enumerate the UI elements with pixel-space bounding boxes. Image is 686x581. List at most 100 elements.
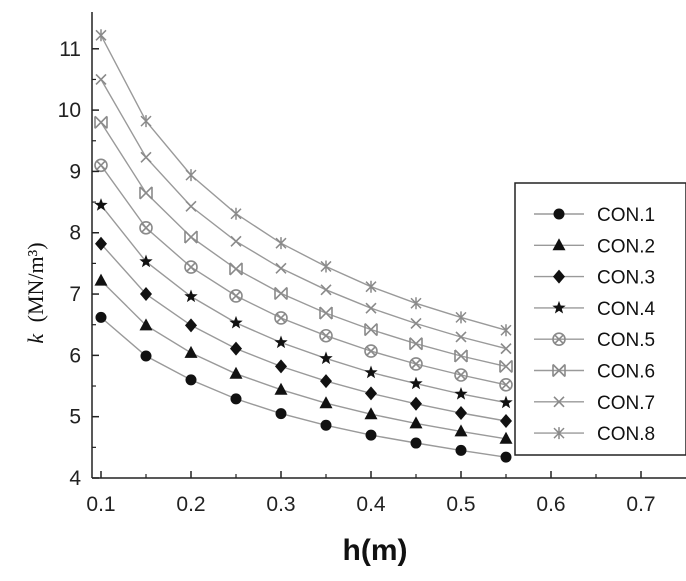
legend-entry: CON.8	[534, 424, 655, 445]
data-point	[229, 315, 243, 329]
series-con-5	[94, 158, 513, 392]
data-point	[139, 221, 153, 235]
legend-marker	[552, 332, 566, 347]
data-point	[95, 236, 107, 251]
x-tick-label: 0.5	[446, 493, 475, 516]
data-point	[275, 408, 287, 420]
legend-marker	[553, 396, 565, 408]
data-point	[94, 115, 108, 129]
data-point	[499, 395, 513, 409]
series-con-1	[95, 311, 512, 463]
data-point	[94, 273, 108, 286]
data-point	[320, 374, 332, 389]
data-point	[275, 359, 287, 374]
axes: 0.1 0.2 0.3 0.4 0.5 0.6 0.7 4 5 6 7 8 9 10 11	[58, 12, 686, 516]
series-line	[100, 79, 507, 350]
series-line	[100, 316, 507, 458]
data-point	[140, 115, 152, 128]
data-point	[230, 235, 242, 247]
legend-label: CON.1	[597, 205, 655, 226]
data-point	[230, 341, 242, 356]
data-point	[365, 302, 377, 314]
y-tick-label: 4	[69, 467, 81, 490]
legend: CON.1 CON.2 CON.3 CON.4 CON.5 CON.6 CON.7 CON.8	[514, 182, 686, 456]
data-point	[230, 393, 242, 405]
data-point	[410, 437, 422, 449]
x-tick-label: 0.2	[176, 493, 205, 516]
series-line	[100, 164, 507, 386]
data-point	[365, 429, 377, 441]
series-line	[100, 34, 507, 331]
x-axis-label: h(m)	[343, 534, 408, 567]
data-point	[229, 262, 243, 276]
legend-entry: CON.5	[534, 330, 655, 351]
x-tick-label: 0.4	[356, 493, 386, 516]
data-point	[319, 328, 333, 343]
y-tick-label: 9	[69, 160, 81, 183]
data-point	[455, 311, 467, 324]
series-line	[100, 122, 507, 368]
y-tick-label: 8	[69, 222, 81, 245]
series-line	[100, 204, 507, 404]
data-point	[185, 169, 197, 182]
series-line	[100, 243, 507, 422]
data-point	[274, 311, 288, 325]
data-point	[95, 73, 107, 86]
data-point	[274, 335, 288, 349]
data-point	[320, 260, 332, 273]
data-point	[230, 207, 242, 220]
series-line	[100, 280, 507, 440]
data-point	[410, 317, 422, 330]
data-point	[95, 29, 107, 42]
data-point	[409, 376, 423, 390]
data-point	[319, 396, 333, 409]
data-point	[454, 424, 468, 437]
legend-marker	[552, 238, 566, 251]
x-tick-label: 0.3	[266, 493, 295, 516]
series-con-3	[95, 236, 512, 428]
legend-entry: CON.7	[534, 393, 655, 414]
data-point	[184, 289, 198, 303]
data-point	[454, 349, 468, 363]
x-tick-label: 0.7	[626, 493, 655, 516]
legend-label: CON.4	[597, 299, 656, 320]
y-axis-label-unit: (MN/m³)	[23, 242, 48, 322]
legend-entry: CON.6	[534, 362, 655, 383]
data-point	[140, 151, 152, 163]
data-point	[364, 365, 378, 379]
data-point	[229, 366, 243, 379]
legend-marker	[553, 269, 565, 284]
data-point	[139, 254, 153, 268]
data-point	[94, 198, 108, 211]
x-tick-label: 0.1	[86, 493, 115, 516]
y-tick-label: 5	[69, 406, 81, 429]
legend-label: CON.3	[597, 268, 655, 289]
legend-entry: CON.2	[534, 236, 655, 257]
data-point	[499, 359, 513, 373]
y-tick-label: 7	[69, 283, 81, 306]
legend-label: CON.8	[597, 424, 655, 445]
data-point	[139, 318, 153, 331]
data-point	[229, 289, 243, 303]
legend-label: CON.6	[597, 362, 655, 383]
data-point	[500, 343, 512, 355]
x-tick-label: 0.6	[536, 493, 565, 516]
data-point	[454, 387, 468, 400]
legend-entry: CON.3	[534, 268, 655, 289]
data-point	[410, 396, 422, 411]
data-point	[185, 374, 197, 386]
plot-area	[94, 29, 513, 463]
data-point	[319, 351, 333, 365]
y-tick-label: 11	[59, 38, 81, 61]
data-point	[139, 186, 153, 200]
y-tick-label: 6	[69, 344, 81, 367]
data-point	[364, 323, 378, 337]
series-con-6	[94, 115, 513, 373]
data-point	[365, 280, 377, 293]
data-point	[140, 350, 152, 362]
data-point	[275, 262, 287, 274]
data-point	[409, 337, 423, 351]
legend-label: CON.5	[597, 330, 655, 351]
data-point	[95, 311, 107, 323]
